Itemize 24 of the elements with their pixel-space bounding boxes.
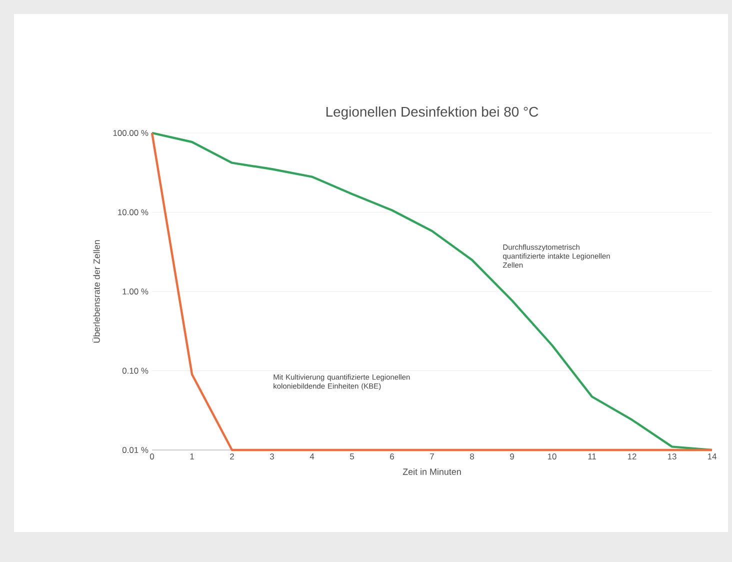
x-tick-label: 11 <box>588 454 596 460</box>
x-tick-label: 2 <box>230 454 234 460</box>
line-series <box>150 132 714 452</box>
y-tick-label: 0.01 % <box>122 446 148 453</box>
x-tick-label: 3 <box>270 454 274 460</box>
x-tick-label: 10 <box>548 454 556 460</box>
x-tick-label: 12 <box>628 454 636 460</box>
y-tick-label: 0.10 % <box>122 368 148 374</box>
x-tick-label: 0 <box>150 454 154 460</box>
x-tick-label: 1 <box>190 454 194 460</box>
x-tick-label: 6 <box>390 454 394 460</box>
y-axis-title: Überlebensrate der Zellen <box>92 240 100 343</box>
y-tick-label: 10.00 % <box>118 209 148 216</box>
x-axis-title: Zeit in Minuten <box>402 468 461 475</box>
x-tick-label: 14 <box>708 454 716 460</box>
x-tick-label: 5 <box>350 454 354 460</box>
y-tick-label: 1.00 % <box>122 288 148 294</box>
x-tick-label: 4 <box>310 454 314 460</box>
x-tick-label: 8 <box>470 454 474 460</box>
x-tick-label: 13 <box>668 454 676 460</box>
chart-title: Legionellen Desinfektion bei 80 °C <box>326 106 538 120</box>
x-tick-label: 7 <box>430 454 434 460</box>
x-tick-label: 9 <box>510 454 514 460</box>
y-tick-label: 100.00 % <box>113 130 148 136</box>
